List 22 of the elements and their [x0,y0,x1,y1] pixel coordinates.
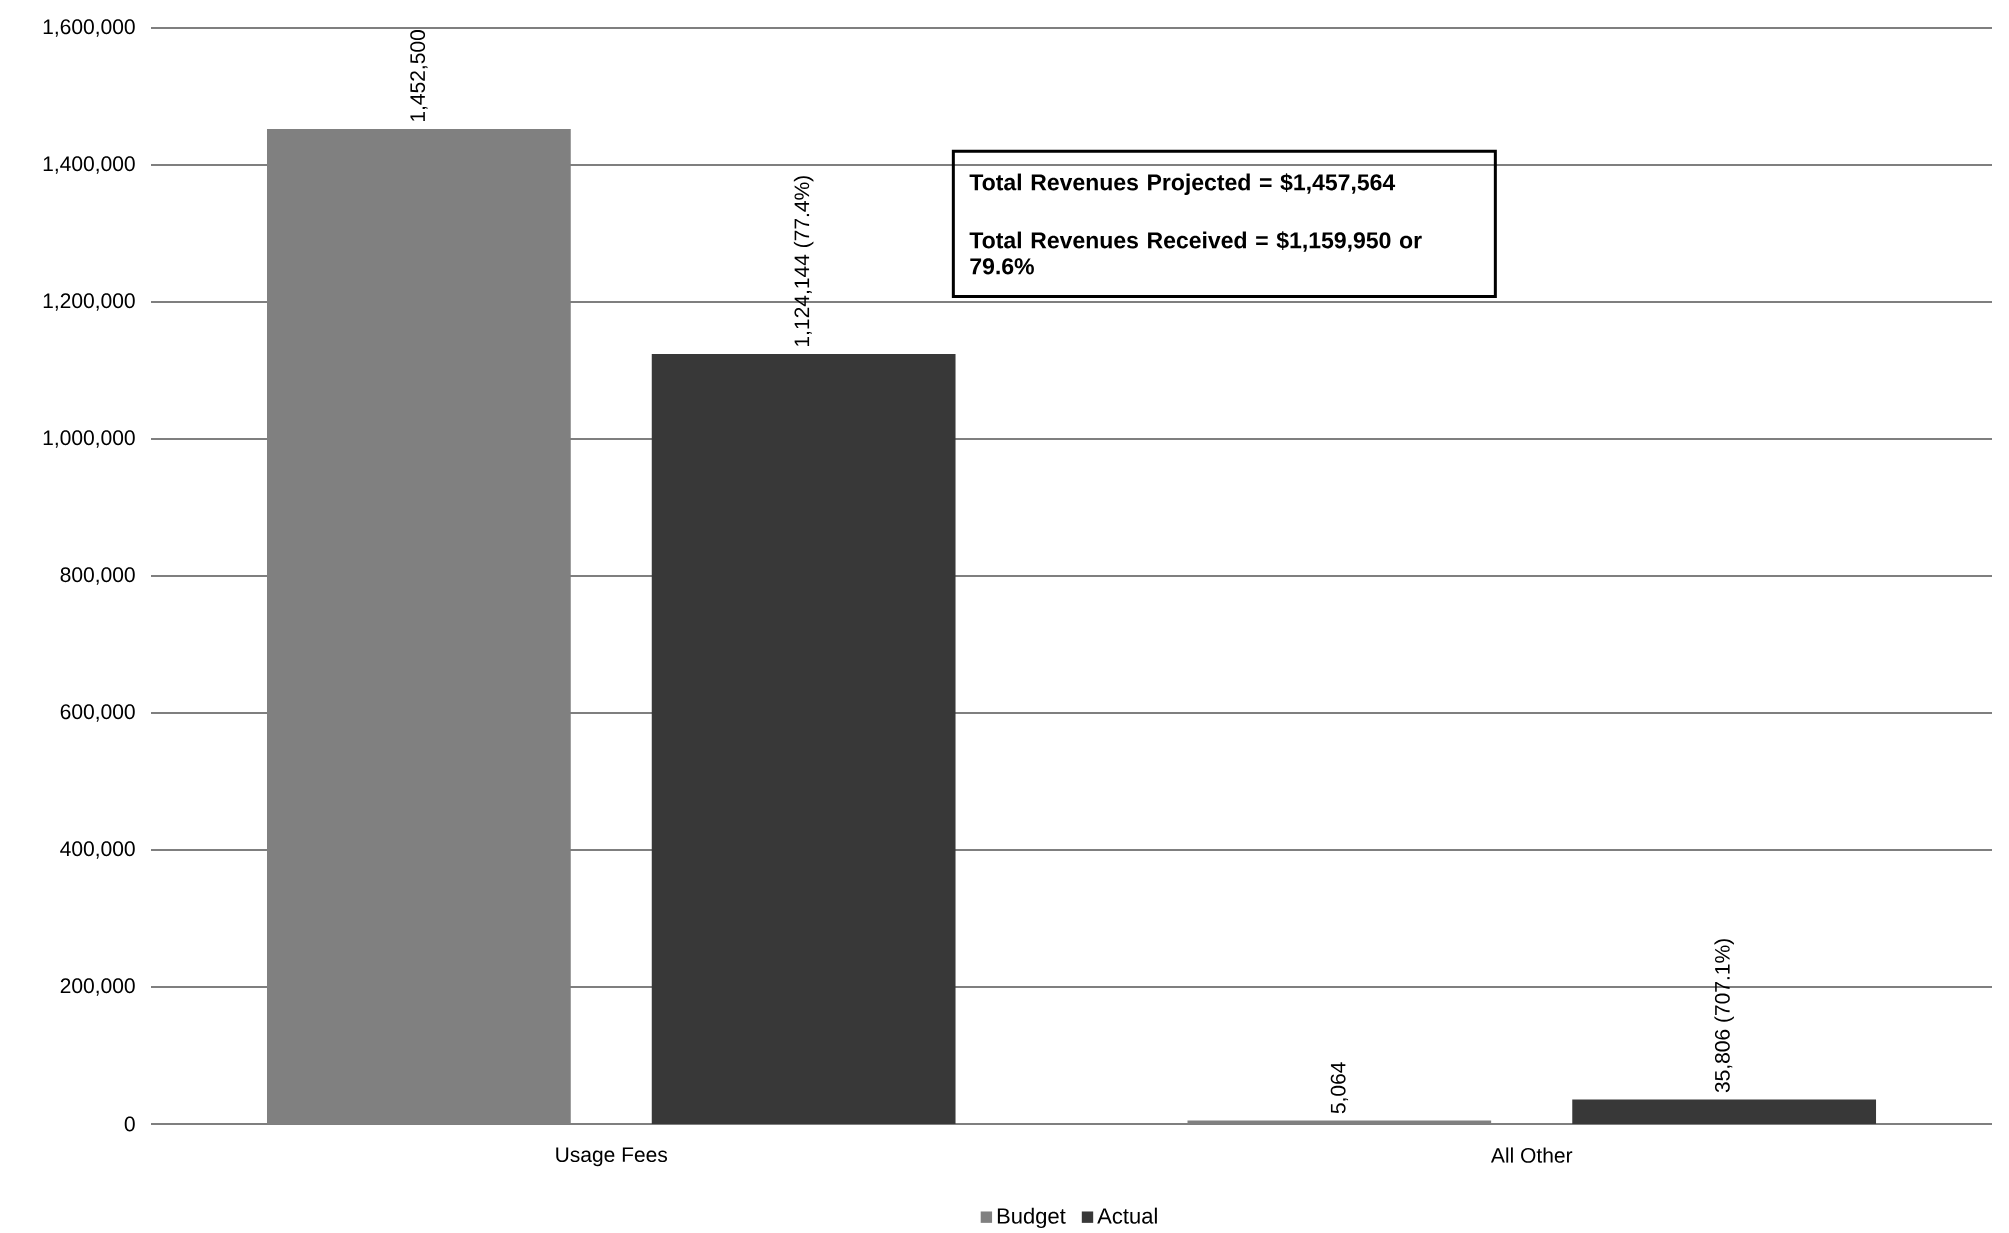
data-label: 1,452,500 [410,30,428,122]
y-tick-label: 200,000 [60,978,135,996]
data-label: 1,124,144 (77.4%) [793,176,814,346]
bar [266,129,571,1124]
y-tick-label: 0 [124,1116,135,1132]
legend-label: Budget [997,1207,1066,1229]
y-tick-label: 800,000 [60,567,135,585]
y-tick-label: 1,200,000 [43,293,135,311]
bar [1572,1099,1877,1124]
annotation: Total Revenues Projected = $1,457,564 [969,173,1396,195]
y-tick-label: 1,400,000 [43,156,135,174]
data-label: 35,806 (707.1%) [1714,939,1734,1093]
y-tick-label: 1,600,000 [43,19,135,37]
y-tick-label: 1,000,000 [43,430,135,448]
x-tick-label: All Other [1490,1147,1573,1163]
x-tick-label: Usage Fees [556,1147,668,1167]
bar [651,353,956,1124]
y-tick-label: 600,000 [60,704,135,722]
annotation: Total Revenues Received = $1,159,950 or 79.6% [969,231,1422,275]
data-label: 5,064 [1330,1062,1349,1114]
y-tick-label: 400,000 [60,841,135,859]
legend-label: Actual [1097,1207,1157,1224]
